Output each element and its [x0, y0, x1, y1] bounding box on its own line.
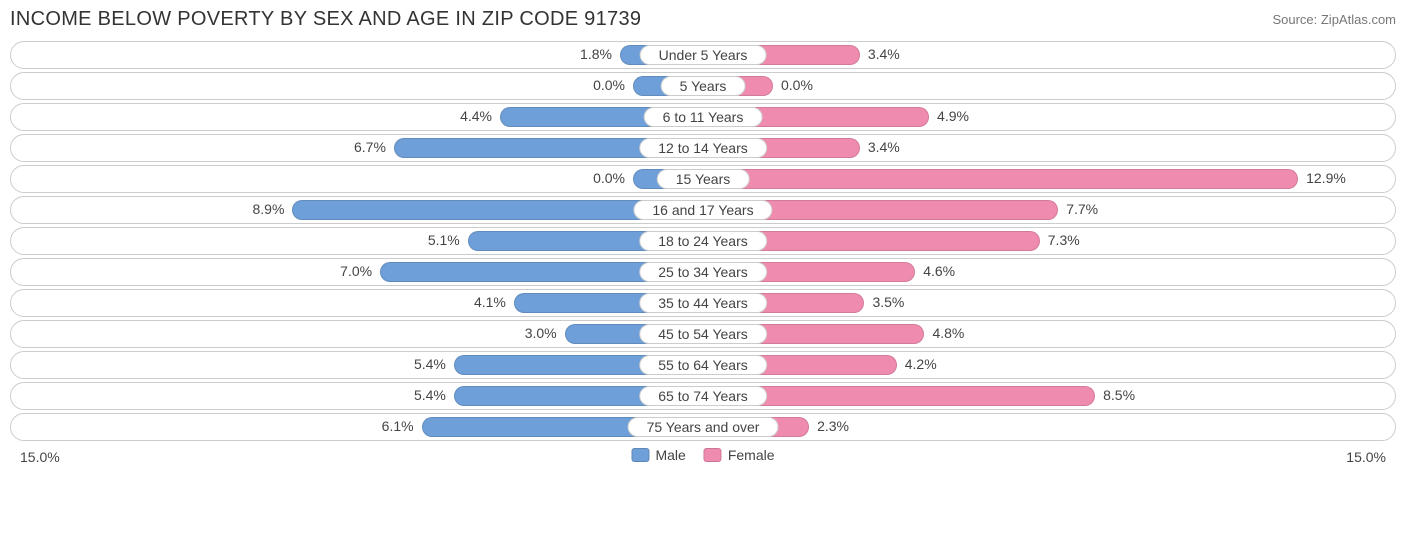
legend-label-female: Female	[728, 447, 775, 463]
chart-row: 5.1% 7.3% 18 to 24 Years	[10, 227, 1396, 255]
value-label-female: 8.5%	[1103, 387, 1135, 403]
chart-row: 6.1% 2.3% 75 Years and over	[10, 413, 1396, 441]
axis-max-right: 15.0%	[1346, 449, 1386, 465]
chart-row: 0.0% 12.9% 15 Years	[10, 165, 1396, 193]
value-label-male: 0.0%	[593, 77, 625, 93]
legend-item-female: Female	[704, 447, 775, 463]
poverty-by-sex-age-chart: INCOME BELOW POVERTY BY SEX AND AGE IN Z…	[0, 0, 1406, 481]
chart-row: 3.0% 4.8% 45 to 54 Years	[10, 320, 1396, 348]
value-label-female: 3.4%	[868, 139, 900, 155]
legend-swatch-female	[704, 448, 722, 462]
value-label-female: 4.6%	[923, 263, 955, 279]
value-label-male: 8.9%	[253, 201, 285, 217]
chart-row: 6.7% 3.4% 12 to 14 Years	[10, 134, 1396, 162]
value-label-male: 6.7%	[354, 139, 386, 155]
category-label: 45 to 54 Years	[639, 324, 767, 344]
value-label-female: 3.5%	[872, 294, 904, 310]
value-label-female: 12.9%	[1306, 170, 1346, 186]
category-label: 12 to 14 Years	[639, 138, 767, 158]
value-label-female: 4.8%	[932, 325, 964, 341]
category-label: 65 to 74 Years	[639, 386, 767, 406]
chart-row: 1.8% 3.4% Under 5 Years	[10, 41, 1396, 69]
chart-row: 5.4% 8.5% 65 to 74 Years	[10, 382, 1396, 410]
value-label-male: 6.1%	[382, 418, 414, 434]
value-label-male: 3.0%	[525, 325, 557, 341]
category-label: 35 to 44 Years	[639, 293, 767, 313]
value-label-male: 4.1%	[474, 294, 506, 310]
value-label-female: 2.3%	[817, 418, 849, 434]
chart-row: 4.1% 3.5% 35 to 44 Years	[10, 289, 1396, 317]
value-label-female: 7.7%	[1066, 201, 1098, 217]
category-label: 25 to 34 Years	[639, 262, 767, 282]
chart-row: 4.4% 4.9% 6 to 11 Years	[10, 103, 1396, 131]
value-label-female: 3.4%	[868, 46, 900, 62]
legend-item-male: Male	[631, 447, 685, 463]
chart-rows: 1.8% 3.4% Under 5 Years 0.0% 0.0% 5 Years 4.4%…	[10, 41, 1396, 441]
category-label: 15 Years	[657, 169, 750, 189]
value-label-female: 4.2%	[905, 356, 937, 372]
chart-title: INCOME BELOW POVERTY BY SEX AND AGE IN Z…	[10, 8, 641, 31]
value-label-female: 4.9%	[937, 108, 969, 124]
value-label-female: 7.3%	[1048, 232, 1080, 248]
category-label: 55 to 64 Years	[639, 355, 767, 375]
category-label: 16 and 17 Years	[633, 200, 772, 220]
chart-row: 8.9% 7.7% 16 and 17 Years	[10, 196, 1396, 224]
category-label: 18 to 24 Years	[639, 231, 767, 251]
category-label: 75 Years and over	[628, 417, 779, 437]
category-label: Under 5 Years	[640, 45, 767, 65]
value-label-male: 7.0%	[340, 263, 372, 279]
value-label-male: 0.0%	[593, 170, 625, 186]
value-label-female: 0.0%	[781, 77, 813, 93]
chart-row: 5.4% 4.2% 55 to 64 Years	[10, 351, 1396, 379]
category-label: 6 to 11 Years	[644, 107, 763, 127]
value-label-male: 5.4%	[414, 387, 446, 403]
value-label-male: 1.8%	[580, 46, 612, 62]
legend: Male Female	[631, 447, 774, 463]
axis-max-left: 15.0%	[20, 449, 60, 465]
category-label: 5 Years	[661, 76, 746, 96]
chart-row: 0.0% 0.0% 5 Years	[10, 72, 1396, 100]
value-label-male: 5.1%	[428, 232, 460, 248]
chart-header: INCOME BELOW POVERTY BY SEX AND AGE IN Z…	[10, 8, 1396, 31]
value-label-male: 5.4%	[414, 356, 446, 372]
legend-swatch-male	[631, 448, 649, 462]
legend-label-male: Male	[655, 447, 685, 463]
bar-female	[703, 169, 1298, 189]
value-label-male: 4.4%	[460, 108, 492, 124]
axis-legend-row: 15.0% Male Female 15.0%	[10, 447, 1396, 471]
chart-source: Source: ZipAtlas.com	[1272, 8, 1396, 27]
chart-row: 7.0% 4.6% 25 to 34 Years	[10, 258, 1396, 286]
